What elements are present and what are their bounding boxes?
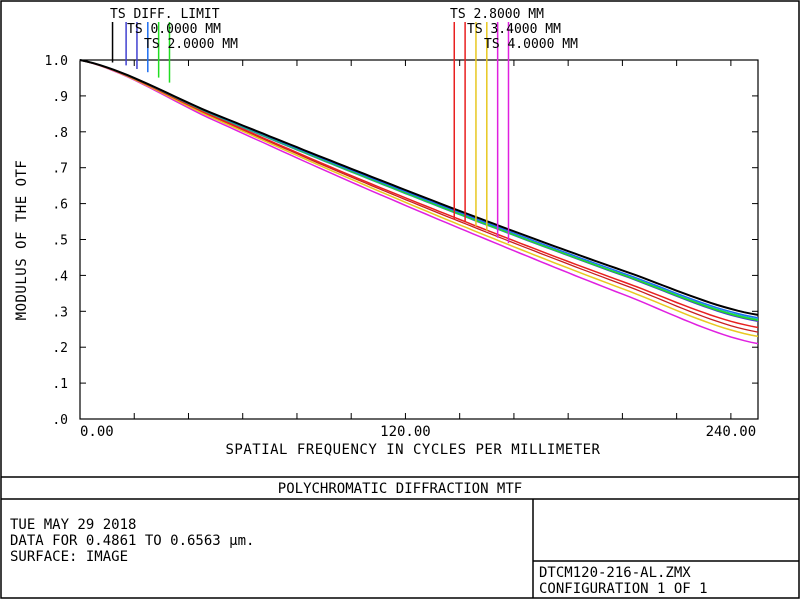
y-tick-label: 1.0 bbox=[45, 54, 68, 69]
x-tick-label: 240.00 bbox=[706, 424, 757, 440]
footer-filename: DTCM120-216-AL.ZMX bbox=[539, 565, 691, 581]
series-line bbox=[79, 59, 759, 316]
series-group bbox=[79, 59, 759, 345]
legend-marker-group bbox=[111, 22, 510, 244]
y-tick-label: .2 bbox=[52, 341, 68, 356]
y-tick-label: .5 bbox=[52, 234, 68, 249]
legend-label-ts-0: TS 0.0000 MM bbox=[127, 22, 221, 37]
y-tick-label: .0 bbox=[52, 413, 68, 428]
y-tick-label: .3 bbox=[52, 305, 68, 320]
x-axis: 0.00 120.00 240.00 bbox=[80, 60, 756, 440]
footer-title: POLYCHROMATIC DIFFRACTION MTF bbox=[278, 481, 522, 497]
series-line bbox=[79, 59, 759, 329]
legend-label-diff-limit: TS DIFF. LIMIT bbox=[110, 7, 220, 22]
legend-label-ts-3-4: TS 3.4000 MM bbox=[467, 22, 561, 37]
legend-label-ts-2: TS 2.0000 MM bbox=[144, 37, 238, 52]
y-tick-label: .7 bbox=[52, 162, 68, 177]
y-tick-label: .9 bbox=[52, 90, 68, 105]
footer-data-range: DATA FOR 0.4861 TO 0.6563 μm. bbox=[10, 533, 254, 549]
y-axis-title: MODULUS OF THE OTF bbox=[14, 160, 30, 321]
x-tick-label: 120.00 bbox=[380, 424, 431, 440]
footer-configuration: CONFIGURATION 1 OF 1 bbox=[539, 581, 708, 597]
legend-label-ts-2-8: TS 2.8000 MM bbox=[450, 7, 544, 22]
legend-label-ts-4: TS 4.0000 MM bbox=[484, 37, 578, 52]
series-line bbox=[79, 59, 759, 345]
plot-area bbox=[79, 59, 759, 420]
y-tick-label: .8 bbox=[52, 126, 68, 141]
y-tick-label: .6 bbox=[52, 198, 68, 213]
y-tick-label: .1 bbox=[52, 377, 68, 392]
x-tick-label: 0.00 bbox=[80, 424, 114, 440]
footer-date: TUE MAY 29 2018 bbox=[10, 517, 136, 533]
footer-surface: SURFACE: IMAGE bbox=[10, 549, 128, 565]
series-line bbox=[79, 59, 759, 338]
x-axis-title: SPATIAL FREQUENCY IN CYCLES PER MILLIMET… bbox=[225, 442, 600, 458]
y-axis: .0 .1 .2 .3 .4 .5 .6 .7 .8 .9 1.0 bbox=[45, 54, 758, 428]
y-tick-label: .4 bbox=[52, 269, 68, 284]
